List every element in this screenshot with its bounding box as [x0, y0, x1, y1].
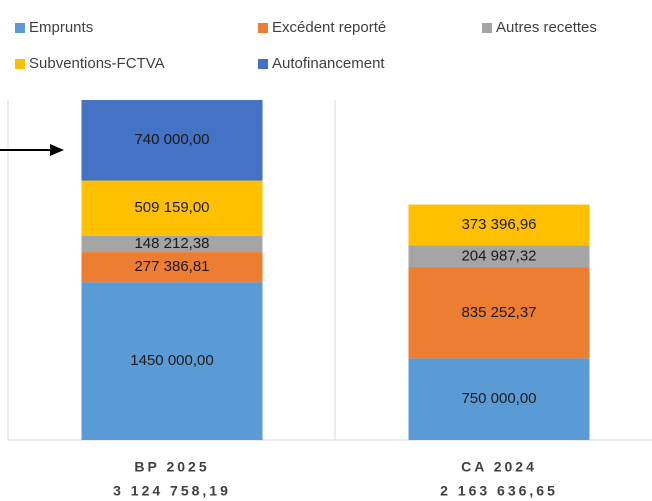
data-label: 277 386,81 [134, 258, 209, 275]
data-label: 204 987,32 [461, 247, 536, 264]
bars: 1450 000,00 277 386,81 148 212,38 509 159,0… [81, 100, 590, 440]
data-label: 835 252,37 [461, 304, 536, 321]
bar-segment [408, 358, 590, 440]
legend-swatch [15, 59, 25, 69]
bar-segment [81, 252, 263, 283]
data-label: 740 000,00 [134, 131, 209, 148]
data-label: 148 212,38 [134, 235, 209, 252]
legend-label: Autres recettes [496, 19, 597, 36]
bar-segment [81, 100, 263, 181]
legend-swatch [15, 23, 25, 33]
legend-swatch [258, 59, 268, 69]
bar-segment [81, 235, 263, 253]
bar-segment [81, 180, 263, 236]
total-label: 3 124 758,19 [113, 483, 231, 499]
data-label: 750 000,00 [461, 390, 536, 407]
legend-swatch [258, 23, 268, 33]
arrow-head [50, 144, 64, 156]
bar-segment [81, 282, 263, 440]
legend-label: Emprunts [29, 19, 93, 36]
data-label: 1450 000,00 [130, 352, 213, 369]
bar-segment [408, 267, 590, 359]
category-label: CA 2024 [461, 459, 537, 475]
total-label: 2 163 636,65 [440, 483, 558, 499]
legend-label: Autofinancement [272, 55, 385, 72]
legend-swatch [482, 23, 492, 33]
legend-label: Excédent reporté [272, 19, 386, 36]
data-label: 509 159,00 [134, 199, 209, 216]
data-label: 373 396,96 [461, 216, 536, 233]
category-label: BP 2025 [134, 459, 209, 475]
bar-segment [408, 204, 590, 246]
bar-segment [408, 245, 590, 268]
legend-label: Subventions-FCTVA [29, 55, 165, 72]
